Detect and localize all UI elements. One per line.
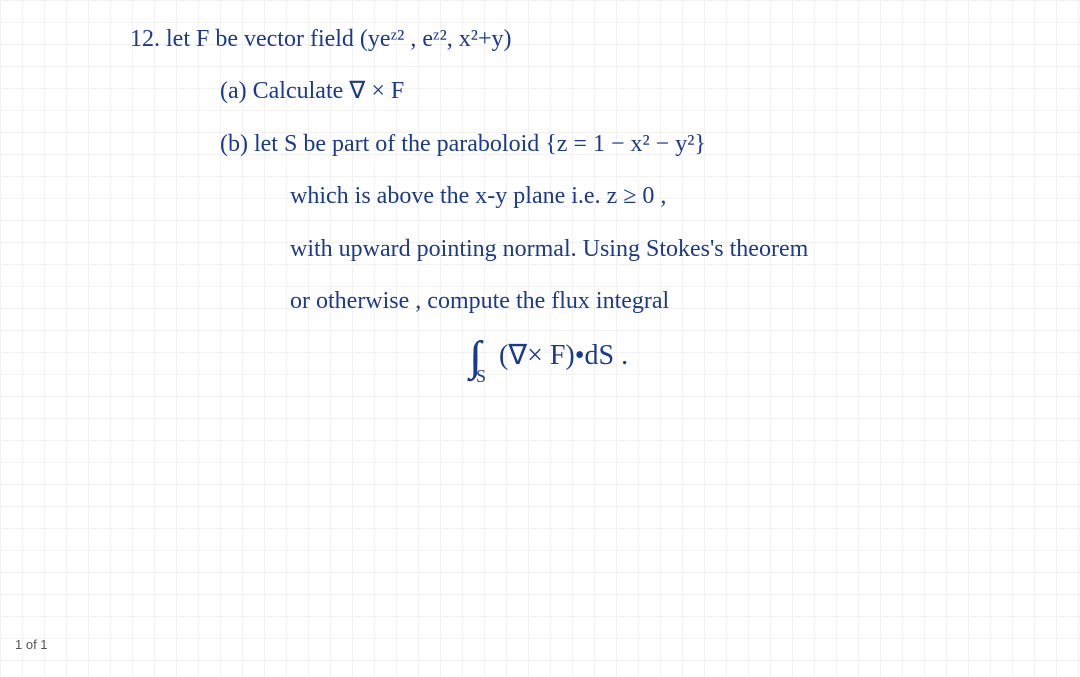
part-b-text-4: or otherwise , compute the flux integral: [290, 288, 669, 314]
part-b-line-2: which is above the x-y plane i.e. z ≥ 0 …: [130, 177, 1050, 215]
integral-subscript: S: [476, 366, 486, 386]
part-b-label: (b): [220, 131, 248, 157]
part-a-label: (a): [220, 78, 247, 104]
part-a-line: (a) Calculate ∇ × F: [130, 72, 1050, 110]
part-b-text-2: which is above the x-y plane i.e. z ≥ 0 …: [290, 183, 666, 209]
handwritten-content: 12. let F be vector field (yeᶻ² , eᶻ², x…: [130, 20, 1050, 405]
part-b-text-3: with upward pointing normal. Using Stoke…: [290, 236, 808, 262]
integral-body: (∇× F)•dS .: [499, 340, 628, 371]
line-1-text: let F be vector field (yeᶻ² , eᶻ², x²+y): [166, 26, 512, 52]
page-number: 1 of 1: [15, 637, 48, 652]
part-b-line-3: with upward pointing normal. Using Stoke…: [130, 230, 1050, 268]
part-a-text: Calculate ∇ × F: [253, 78, 405, 104]
part-b-text-1: let S be part of the paraboloid {z = 1 −…: [254, 131, 706, 157]
integral-expression: ∫∫S (∇× F)•dS .: [130, 334, 1050, 391]
part-b-line-4: or otherwise , compute the flux integral: [130, 282, 1050, 320]
problem-number: 12.: [130, 26, 160, 52]
problem-header-line: 12. let F be vector field (yeᶻ² , eᶻ², x…: [130, 20, 1050, 58]
part-b-line-1: (b) let S be part of the paraboloid {z =…: [130, 125, 1050, 163]
